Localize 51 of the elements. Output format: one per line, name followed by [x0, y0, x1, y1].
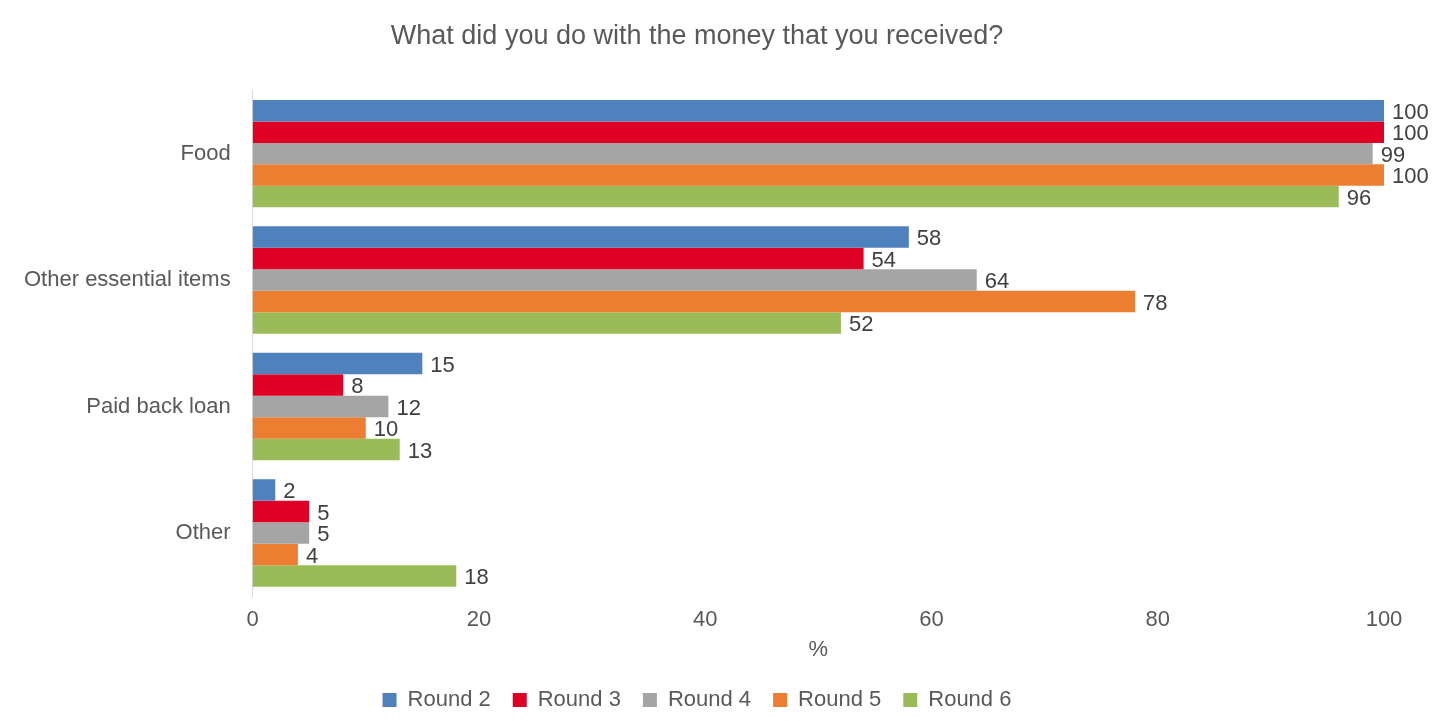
data-label: 2 [283, 478, 296, 504]
bar [252, 500, 310, 523]
data-label: 8 [351, 373, 364, 399]
bar [252, 395, 389, 418]
bar [252, 479, 276, 501]
x-tick-label: 20 [466, 606, 492, 632]
bar [252, 417, 366, 439]
bar [252, 269, 977, 291]
data-label: 58 [916, 225, 942, 251]
bar [252, 438, 400, 461]
x-tick-label: 0 [246, 606, 259, 632]
data-label: 10 [373, 416, 399, 442]
bar [252, 121, 1384, 143]
bar [252, 374, 344, 396]
y-tick-label: Paid back loan [86, 392, 231, 418]
data-label: 12 [396, 394, 421, 420]
data-label: 96 [1346, 184, 1372, 210]
bar [252, 185, 1339, 208]
bar [252, 522, 310, 544]
y-tick-label: Food [180, 139, 231, 165]
y-tick-label: Other essential items [24, 266, 231, 292]
data-label: 4 [305, 542, 319, 568]
x-axis-title: % [808, 635, 829, 661]
legend-label: Round 5 [798, 686, 882, 712]
legend-label: Round 3 [537, 686, 621, 712]
x-tick-label: 100 [1365, 606, 1403, 632]
bar [252, 290, 1136, 313]
data-label: 13 [407, 437, 433, 463]
x-tick-label: 60 [919, 606, 944, 632]
bar [252, 565, 457, 587]
bar [252, 352, 423, 375]
bar [252, 164, 1384, 186]
data-label: 78 [1143, 289, 1168, 315]
legend-label: Round 6 [928, 686, 1012, 712]
data-label: 15 [430, 351, 455, 377]
bar [252, 312, 841, 334]
chart-title: What did you do with the money that you received? [390, 19, 1004, 50]
data-label: 64 [984, 268, 1010, 294]
x-tick-label: 40 [692, 606, 718, 632]
bar [252, 226, 909, 248]
legend-label: Round 4 [667, 686, 752, 712]
bar [252, 543, 298, 566]
data-label: 52 [848, 311, 874, 337]
data-label: 54 [871, 246, 897, 272]
x-tick-label: 80 [1145, 606, 1170, 632]
bar [252, 99, 1384, 122]
legend-label: Round 2 [407, 686, 491, 712]
y-tick-label: Other [175, 519, 231, 545]
bar [252, 247, 864, 270]
bar [252, 142, 1373, 165]
data-label: 18 [464, 564, 489, 590]
